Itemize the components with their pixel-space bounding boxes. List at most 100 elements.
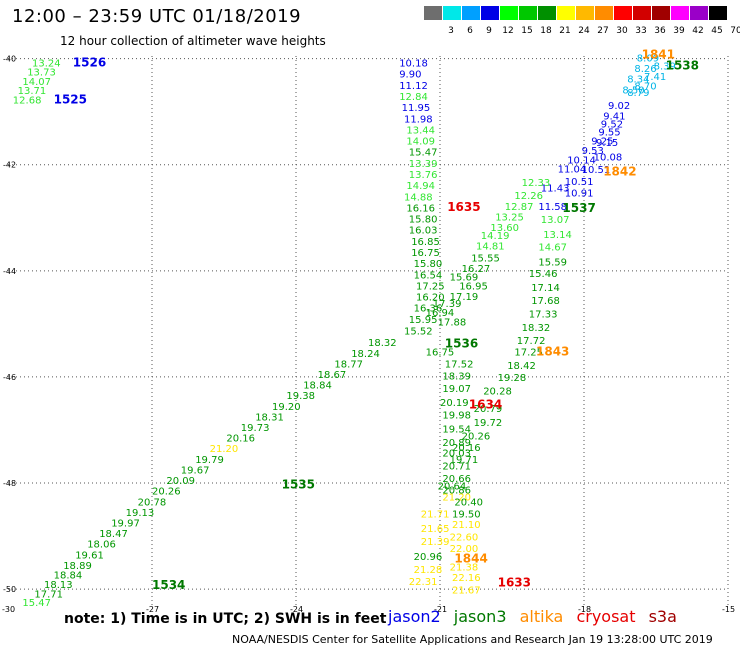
swh-value: 21.38 [450,563,479,574]
swh-value: 10.08 [594,152,623,163]
colorbar-label: 12 [502,26,514,36]
swh-value: 16.75 [411,248,440,259]
swh-value: 13.25 [495,212,524,223]
colorbar-label: 27 [597,26,609,36]
colorbar-swatch [614,6,632,20]
swh-value: 15.69 [450,272,479,283]
colorbar-label: 30 [616,26,628,36]
swh-value: 16.16 [406,203,435,214]
swh-value: 15.80 [414,259,443,270]
y-tick-label: -46 [3,373,16,382]
swh-value: 18.84 [54,570,83,581]
swh-value: 14.88 [404,192,433,203]
chart-subtitle: 12 hour collection of altimeter wave hei… [60,34,326,48]
colorbar-swatch [500,6,518,20]
swh-value: 20.86 [442,486,471,497]
colorbar-label: 9 [486,26,492,36]
swh-value: 17.33 [529,310,558,321]
swh-value: 16.94 [426,308,455,319]
swh-value: 13.39 [409,159,438,170]
swh-value: 21.10 [452,520,481,531]
swh-value: 19.38 [286,391,315,402]
swh-value: 18.42 [507,361,536,372]
swh-value: 8.79 [627,88,649,99]
swh-value: 20.78 [138,497,167,508]
pass-time-label: 1841 [642,48,675,62]
colorbar-label: 39 [673,26,685,36]
swh-value: 11.95 [402,103,431,114]
swh-value: 20.19 [440,398,469,409]
swh-value: 15.80 [409,215,438,226]
swh-value: 14.09 [406,137,435,148]
swh-value: 13.07 [541,215,570,226]
swh-value: 19.28 [498,373,527,384]
swh-value: 15.46 [529,269,558,280]
x-tick-label: -24 [290,605,303,614]
swh-value: 22.00 [450,544,479,555]
swh-value: 12.87 [505,202,534,213]
colorbar-label: 24 [578,26,590,36]
swh-value: 22.60 [450,532,479,543]
swh-value: 9.52 [601,120,623,131]
colorbar-swatch [633,6,651,20]
swh-value: 17.19 [450,292,479,303]
colorbar-swatch [538,6,556,20]
swh-value: 13.60 [490,223,519,234]
swh-value: 18.89 [63,561,92,572]
y-tick-label: -50 [3,585,16,594]
pass-time-label: 1538 [666,58,699,72]
swh-value: 9.90 [399,70,421,81]
colorbar-swatch [481,6,499,20]
colorbar-label: 3 [448,26,454,36]
swh-value: 16.85 [411,237,440,248]
swh-value: 15.95 [409,315,438,326]
swh-value: 12.33 [522,178,551,189]
swh-value: 11.04 [558,165,587,176]
chart-title: 12:00 – 23:59 UTC 01/18/2019 [12,6,302,27]
pass-time-label: 1842 [603,164,636,178]
satellite-legend: jason2 jason3 altika cryosat s3a [388,607,685,626]
swh-value: 13.14 [543,230,572,241]
swh-value: 17.52 [445,359,474,370]
colorbar-swatch [595,6,613,20]
swh-value: 21.65 [421,524,450,535]
legend-jason2: jason2 [388,607,441,626]
swh-value: 16.54 [414,270,443,281]
swh-value: 8.09 [637,53,659,64]
swh-value: 20.16 [226,434,255,445]
swh-value: 21.28 [414,565,443,576]
colorbar-label: 70 [730,26,740,36]
swh-value: 19.54 [442,425,471,436]
swh-value: 19.13 [126,508,155,519]
swh-value: 16.20 [416,293,445,304]
swh-value: 15.47 [22,598,51,609]
swh-value: 20.26 [462,432,491,443]
swh-value: 15.55 [471,253,500,264]
legend-jason3: jason3 [453,607,507,626]
x-tick-label: -15 [722,605,735,614]
pass-time-label: 1537 [562,201,595,215]
swh-value: 12.68 [13,96,42,107]
swh-value: 18.47 [99,529,128,540]
swh-value: 20.09 [166,476,195,487]
pass-time-label: 1844 [454,552,487,566]
swh-value: 20.71 [442,462,471,473]
colorbar-swatch [443,6,461,20]
swh-value: 20.96 [414,552,443,563]
pass-time-label: 1635 [447,200,480,214]
swh-value: 10.14 [567,156,596,167]
legend-cryosat: cryosat [576,607,636,626]
swh-value: 20.16 [452,443,481,454]
swh-value: 21.20 [210,444,239,455]
swh-value: 14.81 [476,242,505,253]
swh-value: 16.03 [409,226,438,237]
swh-value: 20.64 [438,481,467,492]
swh-value: 20.66 [442,474,471,485]
colorbar-label: 15 [521,26,533,36]
swh-value: 19.61 [75,550,104,561]
swh-value: 19.50 [452,509,481,520]
swh-value: 19.07 [442,384,471,395]
note-text: note: 1) Time is in UTC; 2) SWH is in fe… [64,611,387,627]
swh-value: 20.89 [442,438,471,449]
swh-value: 14.07 [22,77,51,88]
